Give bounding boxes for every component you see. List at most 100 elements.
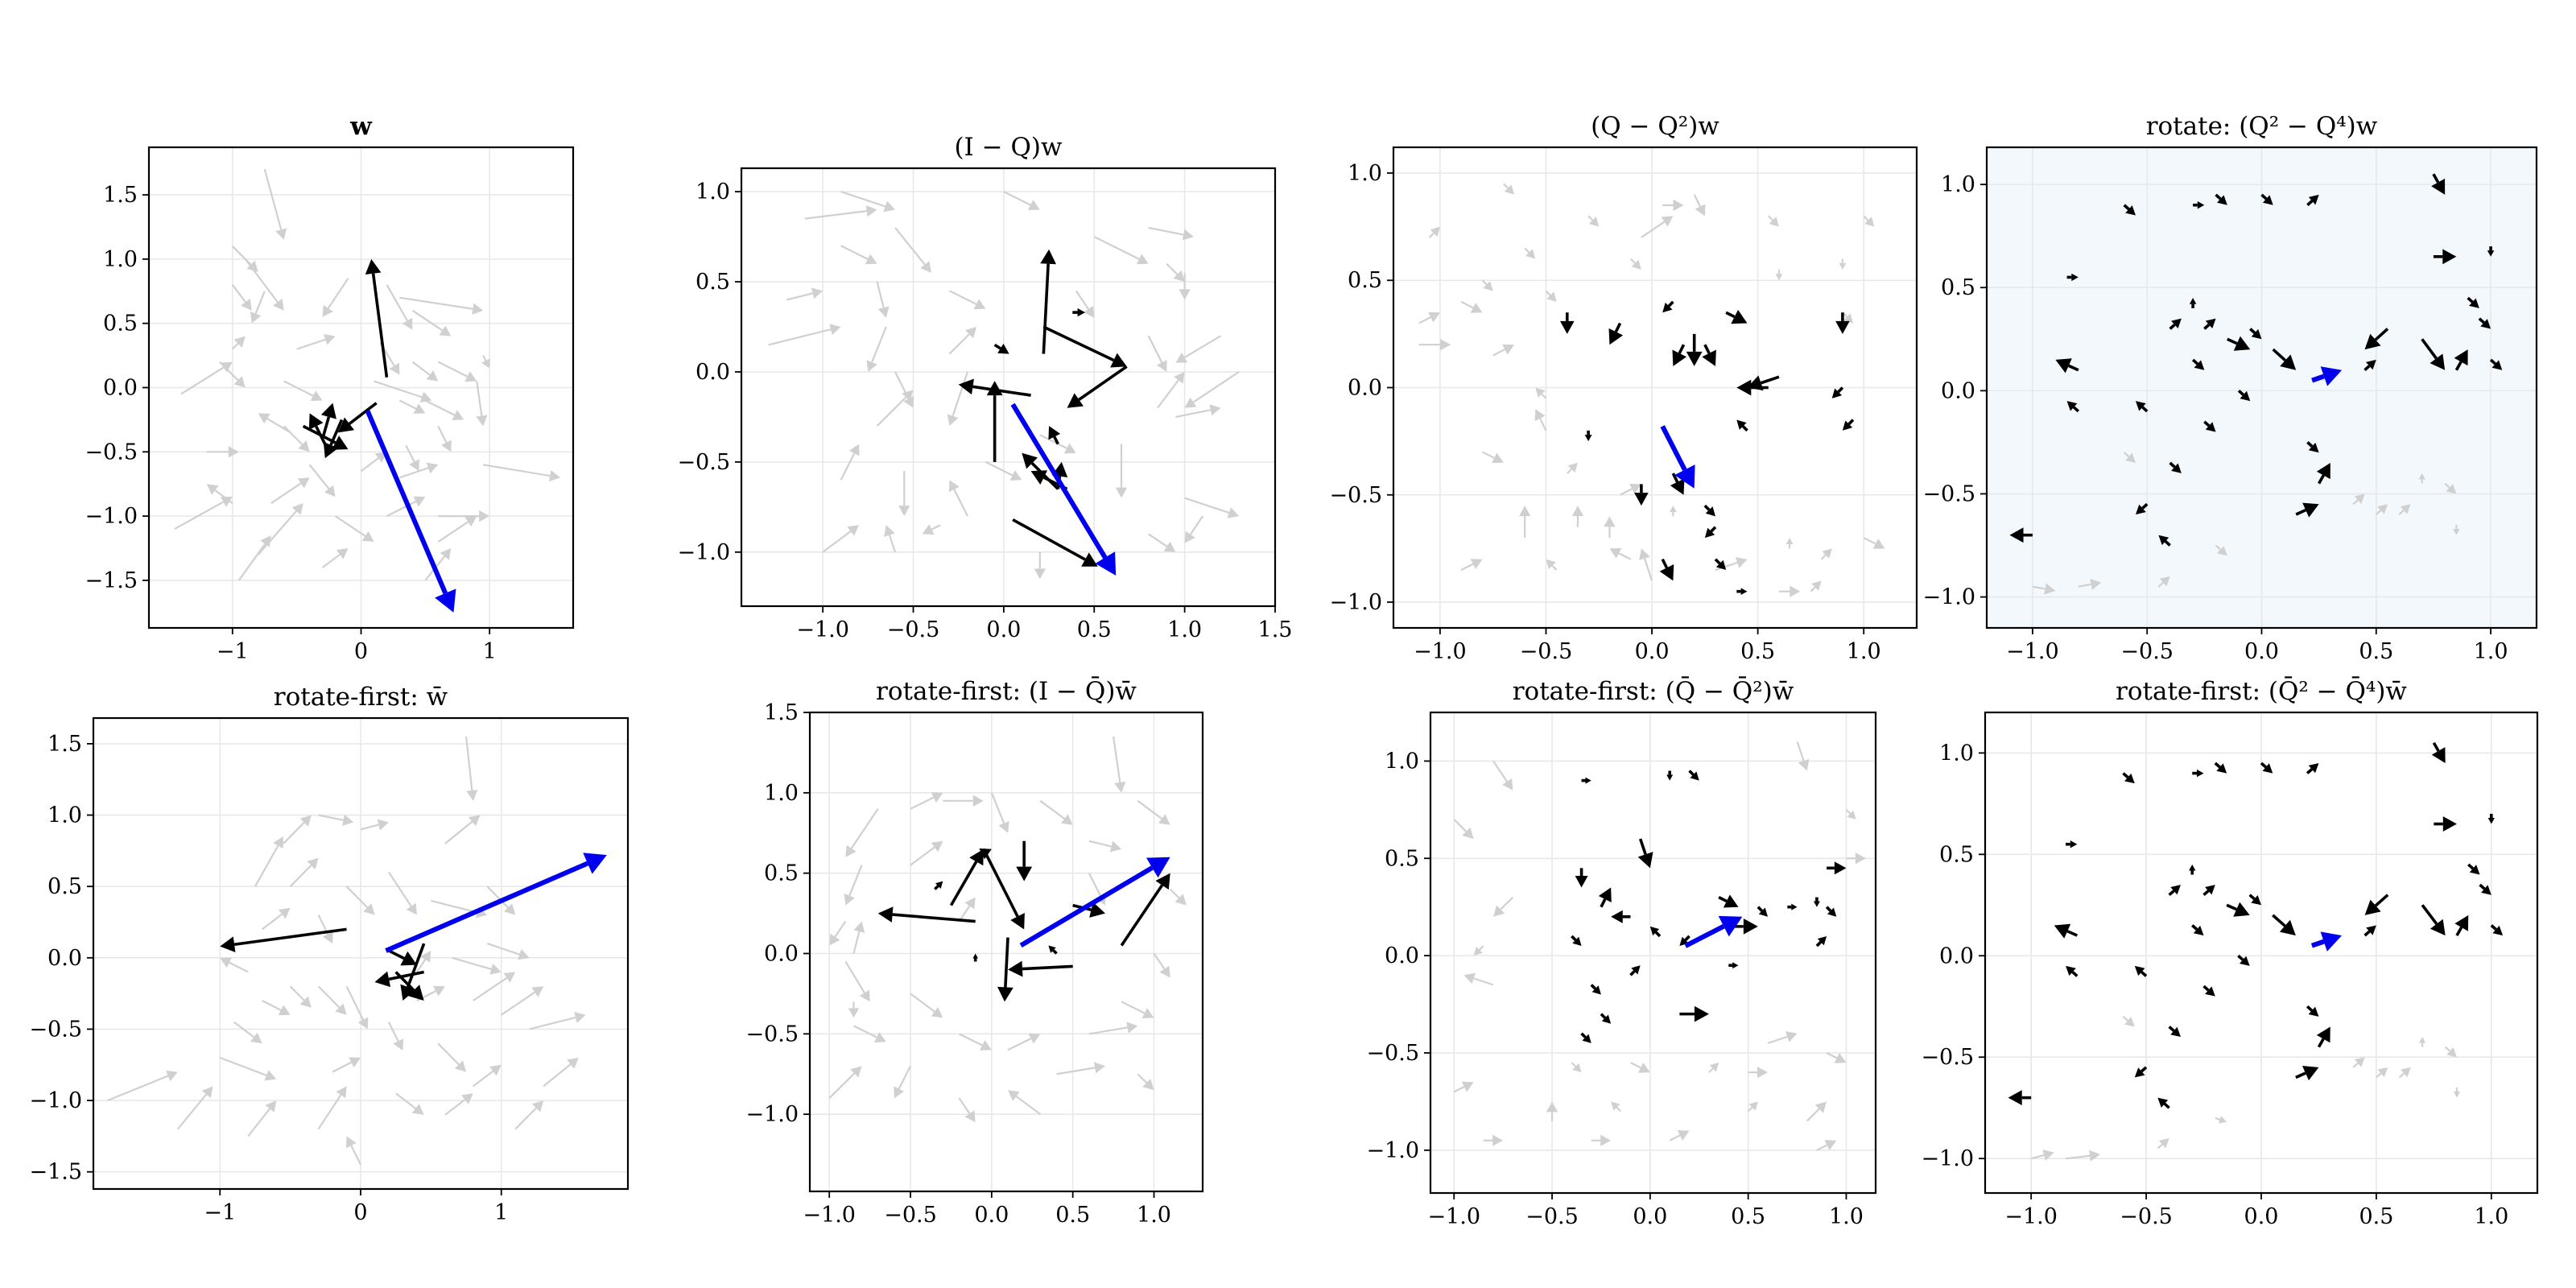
grey-arrow [231,284,252,311]
grey-arrow [317,1086,347,1130]
panel-3: −1.0 −0.5 0.0 0.5 1.0 −1.0 −0.5 0.0 0.5 1.0 (Q − Q… [1329,112,1918,664]
panel-2: −1.0 −0.5 0.0 0.5 1.0 1.5 −1.0 −0.5 0.0 0.5 1.0 (I … [677,133,1292,642]
black-arrow-shaft [2066,930,2079,937]
y-tick-label: −0.5 [85,440,138,464]
y-tick-label: 0.0 [1941,378,1975,403]
black-arrow [1827,861,1847,875]
grey-arrow [321,548,349,568]
grey-arrow [2352,493,2365,506]
black-arrow-head [969,848,984,866]
grey-arrow-head [531,1100,544,1113]
black-arrow-shaft [1825,906,1832,912]
black-arrow [1662,300,1674,313]
black-arrow-head [2124,773,2135,784]
grey-arrow-head [264,1070,277,1081]
grey-arrow [876,281,890,318]
black-arrow [1831,386,1844,398]
black-arrow-shaft [2169,324,2176,330]
grey-arrow [1587,215,1600,227]
grey-arrow-shaft [529,1016,576,1030]
black-arrow-shaft [1654,931,1662,938]
grey-arrow [2122,1016,2135,1027]
black-arrow-shaft [2214,762,2221,769]
black-arrow-head [2364,899,2381,915]
black-arrow-shaft [982,848,1019,918]
grey-arrow [1778,585,1801,597]
black-arrow [1813,897,1820,907]
grey-arrow-shaft [804,210,867,220]
black-arrow [2226,902,2250,917]
grey-arrow [1093,236,1149,265]
grey-arrow-head [567,1057,579,1069]
y-tick-label: 1.0 [47,803,82,828]
grey-arrow-shaft [444,820,473,844]
grey-arrow [1428,226,1440,238]
grey-arrow-head [844,893,855,906]
grey-arrow [948,290,986,310]
grey-arrow-shaft [318,814,344,821]
black-arrow [2306,1005,2319,1017]
grey-arrow-head [1669,506,1677,513]
grey-arrow [2418,473,2425,484]
grey-arrow-head [1519,506,1531,517]
black-arrow [997,937,1013,1002]
y-tick-label: −1.0 [1329,590,1382,615]
black-arrow-shaft [1684,935,1690,942]
grey-arrow-head [1227,507,1240,518]
grey-arrow-shaft [1539,418,1547,431]
grey-arrow [1715,557,1748,572]
grey-arrow-head [258,413,270,424]
grey-arrow [1184,515,1204,543]
y-tick-label: 0.0 [47,946,82,971]
black-arrow-shaft [1741,425,1748,432]
x-tick-label: 0.5 [1740,639,1775,664]
grey-arrow-head [1695,204,1706,217]
grey-arrow [840,444,860,481]
grey-arrow-shaft [1121,1001,1146,1014]
y-tick-label: 0.5 [1939,842,1974,867]
black-arrow-head [1637,852,1653,869]
black-arrow-head [2233,336,2251,351]
axes-frame [1429,711,1877,1195]
grey-arrow [1463,972,1494,986]
grey-arrow-shaft [2352,499,2359,506]
grey-arrow [1460,559,1483,572]
grey-arrow-shaft [387,1022,399,1042]
black-arrow-head [2066,965,2076,976]
grey-arrow-head [250,1032,262,1044]
grey-arrow-head [2418,1037,2426,1043]
grey-arrow [1571,506,1584,527]
grey-arrow [844,865,863,906]
grey-arrow [2157,576,2170,588]
black-arrow-shaft [2237,954,2244,961]
black-arrow-shaft [1725,311,1736,319]
grey-arrow-shaft [296,338,326,350]
grey-arrow-shaft [411,309,444,332]
black-arrow-shaft [2272,348,2287,362]
x-tick-label: 0.5 [1731,1204,1765,1229]
grey-arrow [464,736,478,801]
black-arrow-head [1670,478,1685,495]
black-arrow [1679,1005,1709,1022]
grey-arrow-shaft [1524,247,1530,254]
black-arrow [1666,770,1674,781]
grey-arrow-head [476,415,488,427]
grey-arrow-head [1822,548,1832,559]
grey-arrow-shaft [990,792,1005,824]
black-arrow-head [2280,354,2297,370]
grey-arrow-shaft [1007,1038,1032,1051]
grey-arrow-head [931,792,943,803]
black-arrow [1703,504,1715,517]
grey-arrow [444,815,481,844]
grey-arrow-head [323,333,336,345]
grey-arrow-head [1461,1081,1474,1092]
grey-arrow-head [903,395,914,408]
x-tick-label: 0.5 [1055,1203,1090,1228]
axes-frame [808,711,1204,1193]
grey-arrow-head [322,304,333,317]
grey-arrow [2444,1046,2457,1058]
grey-arrow-shaft [1747,1106,1753,1113]
grey-arrow-shaft [1500,896,1514,910]
black-arrow [2066,273,2079,282]
grey-arrow-head [1604,516,1616,527]
